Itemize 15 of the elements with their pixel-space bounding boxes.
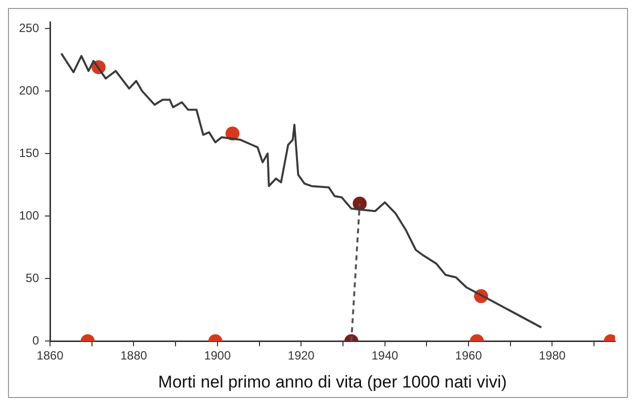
x-tick-label: 1860 bbox=[36, 348, 64, 363]
y-tick-label: 100 bbox=[18, 208, 40, 222]
y-tick-label: 150 bbox=[18, 146, 40, 160]
x-tick-label: 1920 bbox=[288, 348, 315, 363]
point bbox=[225, 126, 240, 141]
x-tick-label: 1980 bbox=[538, 348, 566, 363]
x-axis-title: Morti nel primo anno di vita (per 1000 nati vivi) bbox=[158, 372, 507, 392]
x-tick-label: 1960 bbox=[455, 348, 482, 363]
y-tick-label: 50 bbox=[26, 270, 40, 285]
y-tick-label: 250 bbox=[18, 20, 40, 35]
x-tick-label: 1900 bbox=[204, 348, 232, 363]
y-tick-label: 200 bbox=[18, 83, 40, 98]
x-tick-label: 1880 bbox=[120, 348, 148, 363]
x-tick-label: 1940 bbox=[371, 348, 398, 363]
y-tick-label: 0 bbox=[32, 334, 40, 348]
